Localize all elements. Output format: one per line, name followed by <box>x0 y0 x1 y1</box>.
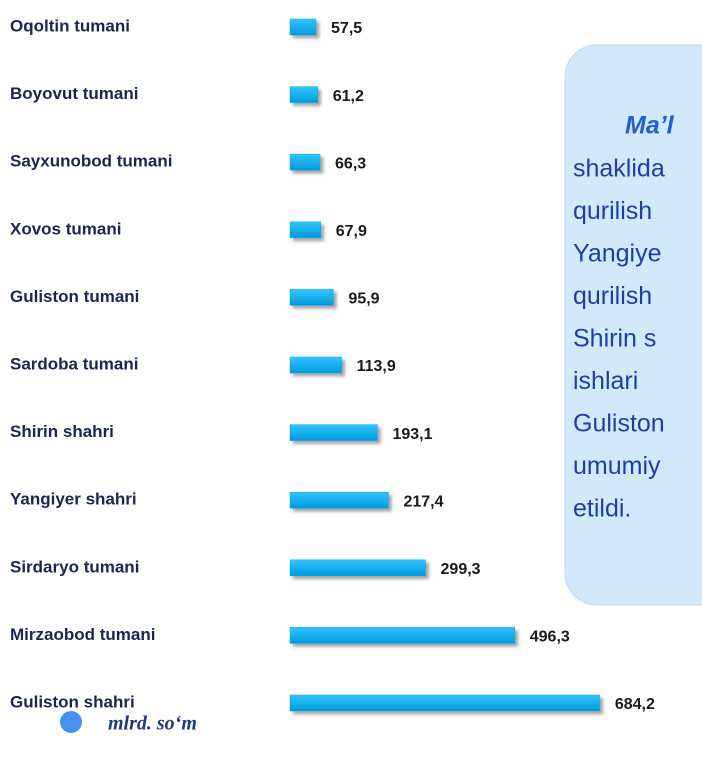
bar <box>289 356 342 374</box>
bar <box>289 424 378 441</box>
bar <box>289 491 389 509</box>
category-label: Sardoba tumani <box>10 354 138 373</box>
bar <box>289 153 321 171</box>
value-label: 113,9 <box>357 358 396 375</box>
bar <box>289 289 334 306</box>
note-line: qurilish <box>573 197 652 225</box>
category-label: Xovos tumani <box>10 219 121 238</box>
value-label: 61,2 <box>333 88 364 105</box>
note-heading: Ma’l <box>625 112 675 140</box>
bar <box>289 18 317 36</box>
note-line: Guliston <box>573 410 665 438</box>
category-label: Yangiyer shahri <box>10 490 137 509</box>
legend-swatch <box>60 711 82 733</box>
value-label: 66,3 <box>335 155 366 172</box>
note-line: etildi. <box>573 495 631 523</box>
value-label: 67,9 <box>336 223 367 240</box>
category-label: Oqoltin tumani <box>10 16 130 35</box>
value-label: 496,3 <box>530 629 570 646</box>
category-label: Sayxunobod tumani <box>10 152 172 171</box>
note: Ma’l shaklida qurilish Yangiye qurilish Shiri… <box>573 112 675 523</box>
value-label: 57,5 <box>331 20 362 37</box>
bar <box>289 86 318 103</box>
category-label: Guliston shahri <box>10 692 135 711</box>
value-label: 684,2 <box>615 696 655 713</box>
value-label: 217,4 <box>403 493 443 510</box>
category-label: Shirin shahri <box>10 422 114 441</box>
note-line: ishlari <box>573 367 638 395</box>
note-line: Yangiye <box>573 240 662 268</box>
category-label: Guliston tumani <box>10 287 139 306</box>
value-label: 193,1 <box>392 426 432 443</box>
bar <box>289 627 516 644</box>
bar <box>289 559 426 577</box>
bar <box>289 694 601 712</box>
legend-label: mlrd. so‘m <box>108 713 197 735</box>
note-box <box>564 44 702 606</box>
note-line: shaklida <box>573 155 665 183</box>
value-label: 95,9 <box>348 291 379 308</box>
category-label: Sirdaryo tumani <box>10 557 139 576</box>
note-line: umumiy <box>573 452 661 480</box>
bars: Oqoltin tumani 57,5 Boyovut tumani 61,2 Sayx… <box>10 16 655 713</box>
category-label: Mirzaobod tumani <box>10 625 155 644</box>
bar <box>289 221 321 239</box>
category-label: Boyovut tumani <box>10 84 138 103</box>
note-line: qurilish <box>573 282 652 310</box>
note-line: Shirin s <box>573 325 656 353</box>
value-label: 299,3 <box>441 561 481 578</box>
